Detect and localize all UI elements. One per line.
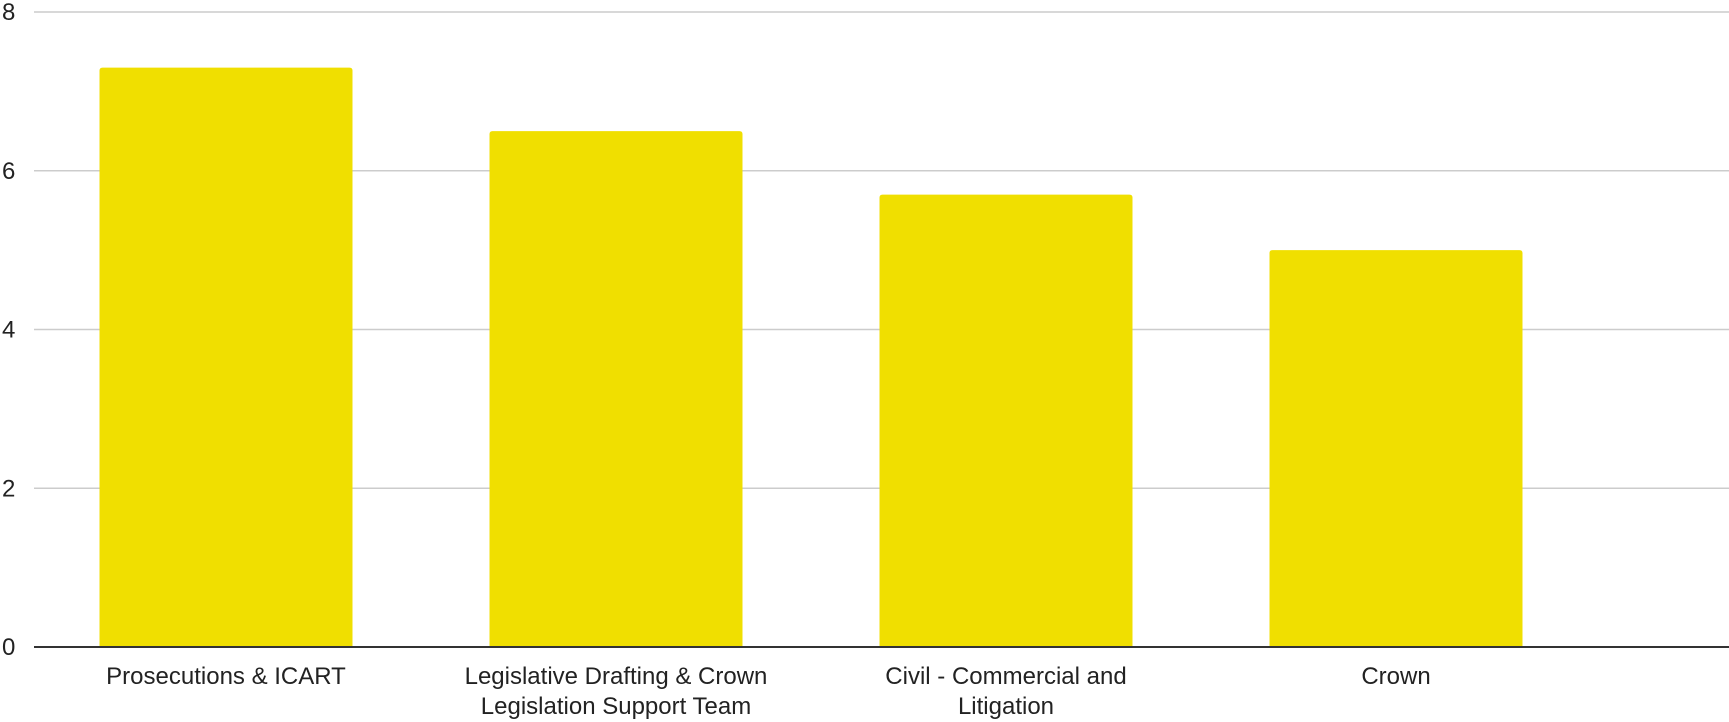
x-category-label-line: Legislative Drafting & Crown (465, 663, 768, 690)
y-tick-label: 4 (2, 317, 15, 344)
bar (1269, 250, 1523, 647)
bar (99, 67, 353, 647)
x-category-label-line: Civil - Commercial and (885, 663, 1126, 690)
x-category-label-line: Litigation (958, 693, 1054, 720)
y-tick-label: 6 (2, 158, 15, 185)
y-axis-ticks: 0 2 4 6 8 (2, 0, 15, 661)
x-category-label: Crown (1361, 663, 1430, 690)
x-category-label: Legislative Drafting & Crown Legislation … (465, 663, 768, 720)
x-category-label-line: Crown (1361, 663, 1430, 690)
x-axis-category-labels: Prosecutions & ICART Legislative Drafting… (106, 663, 1431, 720)
x-category-label-line: Legislation Support Team (481, 693, 751, 720)
bar (489, 131, 743, 647)
y-tick-label: 2 (2, 475, 15, 502)
bars (99, 67, 1523, 647)
x-category-label-line: Prosecutions & ICART (106, 663, 346, 690)
bar (879, 194, 1133, 647)
y-tick-label: 0 (2, 634, 15, 661)
x-category-label: Prosecutions & ICART (106, 663, 346, 690)
x-category-label: Civil - Commercial and Litigation (885, 663, 1126, 720)
y-tick-label: 8 (2, 0, 15, 26)
